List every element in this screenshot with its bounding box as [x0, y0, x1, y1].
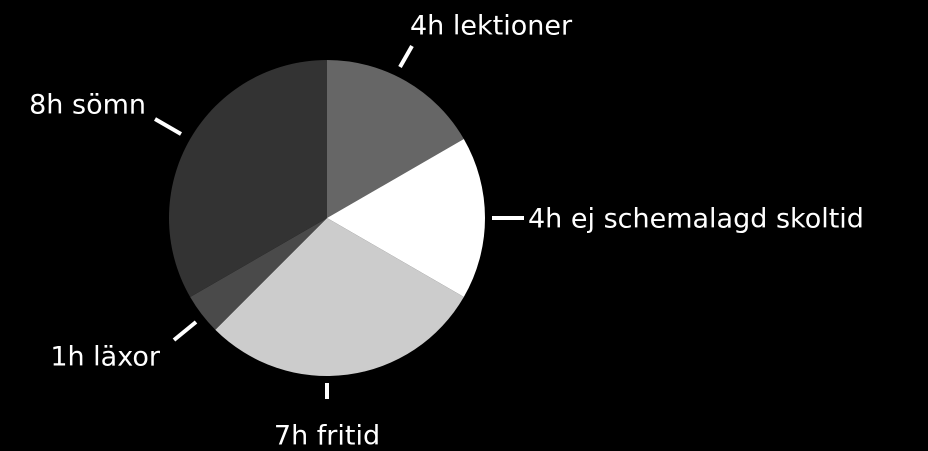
pie-slice — [169, 60, 327, 297]
pie-slice — [190, 218, 327, 330]
pie-slice — [215, 218, 464, 376]
pie-slice — [327, 139, 485, 297]
leader-line — [172, 320, 198, 342]
slice-label: 4h lektioner — [410, 11, 573, 42]
leader-line — [154, 117, 182, 136]
slice-label: 1h läxor — [50, 342, 161, 373]
slice-label: 4h ej schemalagd skoltid — [528, 204, 864, 235]
pie-slice — [327, 60, 464, 218]
slice-label: 8h sömn — [29, 90, 146, 121]
slice-label: 7h fritid — [274, 421, 380, 451]
leader-line — [398, 45, 414, 68]
